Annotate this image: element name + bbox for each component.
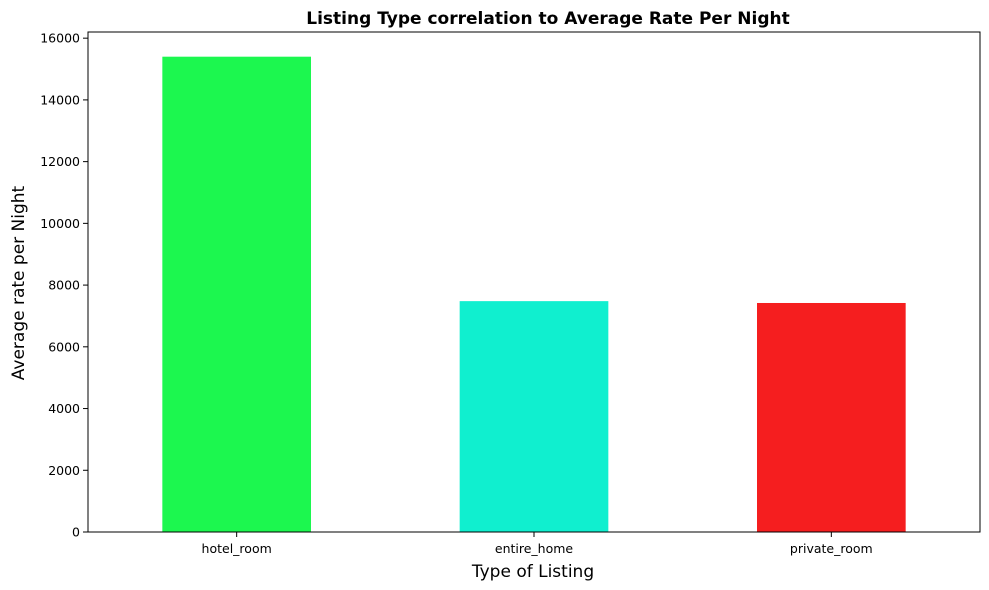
y-tick-label: 10000 xyxy=(40,216,80,231)
y-tick-label: 16000 xyxy=(40,31,80,46)
y-axis: 0 2000 4000 6000 8000 10000 12000 14000 16000 xyxy=(40,31,88,540)
y-tick-label: 12000 xyxy=(40,154,80,169)
x-tick-label: entire_home xyxy=(495,541,574,556)
bar-hotel-room xyxy=(162,56,311,533)
x-axis-label: Type of Listing xyxy=(471,562,594,582)
y-tick-label: 14000 xyxy=(40,92,80,107)
chart-title: Listing Type correlation to Average Rate… xyxy=(306,9,789,29)
x-axis: hotel_room entire_home private_room xyxy=(202,532,873,556)
bar-entire-home xyxy=(459,301,609,532)
x-tick-label: private_room xyxy=(790,541,873,556)
bar-private-room xyxy=(757,302,906,532)
y-axis-label: Average rate per Night xyxy=(9,185,29,380)
y-tick-label: 8000 xyxy=(48,278,80,293)
y-tick-label: 4000 xyxy=(48,401,80,416)
plot-frame xyxy=(87,31,981,533)
bars-group xyxy=(162,56,906,533)
y-tick-label: 2000 xyxy=(48,463,80,478)
x-tick-label: hotel_room xyxy=(202,541,272,556)
y-tick-label: 6000 xyxy=(48,339,80,354)
y-tick-label: 0 xyxy=(72,525,80,540)
